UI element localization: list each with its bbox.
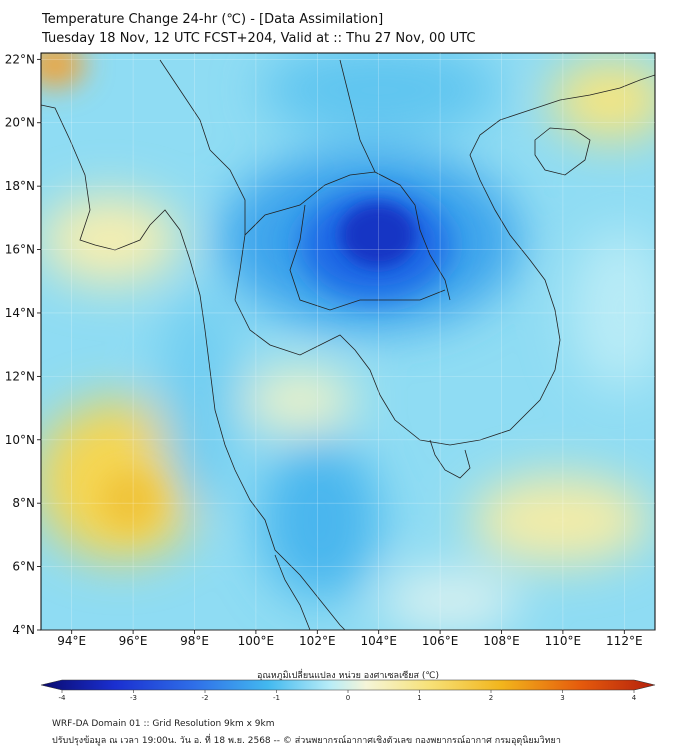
colorbar-tick-label: 2 [489, 694, 493, 702]
lat-tick-label: 14°N [5, 306, 35, 320]
lon-tick-label: 106°E [422, 634, 459, 648]
colorbar-tick-label: -4 [59, 694, 67, 702]
lat-tick-label: 22°N [5, 52, 35, 66]
colorbar-ticks: -4 -3 -2 -1 0 1 2 3 4 [59, 690, 637, 702]
colorbar-tick-label: 4 [632, 694, 637, 702]
colorbar-tick-label: -2 [202, 694, 209, 702]
lat-tick-label: 16°N [5, 243, 35, 257]
lon-tick-label: 108°E [483, 634, 520, 648]
longitude-axis: 94°E 96°E 98°E 100°E 102°E 104°E 106°E 108°E 110… [57, 630, 643, 648]
colorbar-tick-label: -1 [273, 694, 280, 702]
latitude-axis: 22°N 20°N 18°N 16°N 14°N 12°N 10°N 8°N 6°N 4°N [5, 52, 41, 637]
lon-tick-label: 96°E [119, 634, 148, 648]
map-subtitle: Tuesday 18 Nov, 12 UTC FCST+204, Valid a… [42, 31, 476, 46]
lat-tick-label: 4°N [12, 623, 35, 637]
lat-tick-label: 12°N [5, 369, 35, 383]
colorbar-tick-label: 1 [417, 694, 421, 702]
coastlines [41, 59, 655, 630]
footer-resolution: WRF-DA Domain 01 :: Grid Resolution 9km … [52, 719, 275, 729]
colorbar-title: อุณหภูมิเปลี่ยนแปลง หน่วย องศาเซลเซียส (… [257, 668, 439, 681]
map-title: Temperature Change 24-hr (℃) - [Data Ass… [42, 12, 384, 27]
colorbar-tick-label: 3 [560, 694, 564, 702]
lat-tick-label: 8°N [12, 496, 35, 510]
lon-tick-label: 104°E [360, 634, 397, 648]
lat-tick-label: 18°N [5, 179, 35, 193]
lon-tick-label: 112°E [606, 634, 643, 648]
colorbar [40, 679, 656, 691]
lon-tick-label: 94°E [57, 634, 86, 648]
lon-tick-label: 98°E [180, 634, 209, 648]
colorbar-tick-label: -3 [130, 694, 137, 702]
lon-tick-label: 102°E [299, 634, 336, 648]
footer-credit: ปรับปรุงข้อมูล ณ เวลา 19:00น. วัน อ. ที่… [52, 736, 561, 746]
temperature-field [41, 53, 655, 630]
map-frame [40, 52, 656, 631]
colorbar-tick-label: 0 [346, 694, 350, 702]
lat-tick-label: 20°N [5, 116, 35, 130]
lat-tick-label: 6°N [12, 560, 35, 574]
lon-tick-label: 110°E [545, 634, 582, 648]
graticule [41, 53, 655, 631]
lon-tick-label: 100°E [238, 634, 275, 648]
lat-tick-label: 10°N [5, 433, 35, 447]
